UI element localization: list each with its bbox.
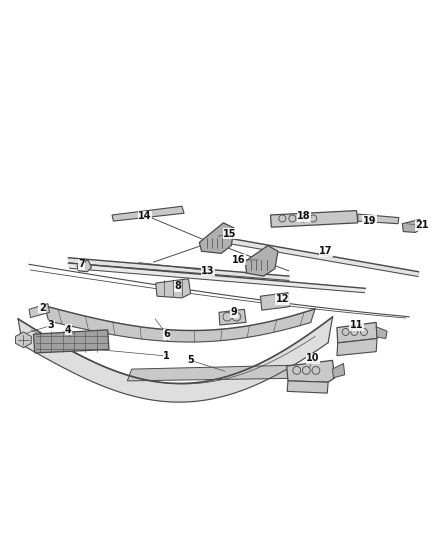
- Text: 12: 12: [276, 294, 289, 304]
- Polygon shape: [261, 293, 290, 310]
- Polygon shape: [245, 246, 278, 276]
- Polygon shape: [376, 327, 387, 338]
- Text: 17: 17: [319, 246, 333, 256]
- Polygon shape: [15, 332, 31, 348]
- Polygon shape: [337, 322, 377, 343]
- Polygon shape: [77, 260, 92, 272]
- Polygon shape: [199, 223, 234, 253]
- Text: 5: 5: [187, 356, 194, 365]
- Text: 7: 7: [78, 260, 85, 269]
- Polygon shape: [33, 330, 109, 353]
- Text: 11: 11: [350, 320, 363, 330]
- Polygon shape: [403, 220, 422, 232]
- Polygon shape: [68, 258, 289, 280]
- Polygon shape: [29, 304, 49, 318]
- Text: 10: 10: [306, 353, 320, 363]
- Text: 13: 13: [201, 266, 215, 276]
- Text: 1: 1: [163, 351, 170, 361]
- Polygon shape: [332, 364, 345, 378]
- Text: 15: 15: [223, 229, 237, 239]
- Polygon shape: [271, 211, 358, 227]
- Polygon shape: [44, 306, 315, 342]
- Polygon shape: [127, 365, 324, 381]
- Text: 8: 8: [174, 281, 181, 291]
- Text: 19: 19: [363, 216, 376, 225]
- Text: 3: 3: [48, 320, 54, 330]
- Text: 2: 2: [39, 303, 46, 313]
- Polygon shape: [358, 214, 399, 224]
- Polygon shape: [68, 263, 365, 293]
- Text: 9: 9: [231, 308, 238, 317]
- Polygon shape: [287, 381, 328, 393]
- Text: 14: 14: [138, 211, 152, 221]
- Polygon shape: [155, 279, 191, 298]
- Text: 21: 21: [415, 220, 429, 230]
- Polygon shape: [337, 338, 377, 356]
- Polygon shape: [112, 206, 184, 221]
- Polygon shape: [221, 237, 419, 277]
- Text: 16: 16: [232, 255, 245, 265]
- Polygon shape: [18, 317, 332, 402]
- Text: 18: 18: [297, 211, 311, 221]
- Polygon shape: [219, 309, 246, 325]
- Text: 4: 4: [65, 325, 72, 335]
- Polygon shape: [287, 360, 335, 382]
- Text: 6: 6: [163, 329, 170, 339]
